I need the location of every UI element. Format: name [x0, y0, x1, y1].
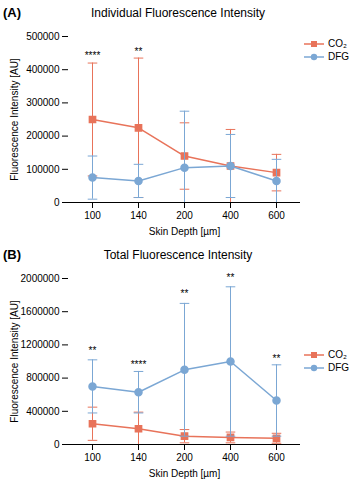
svg-text:400: 400	[222, 452, 239, 463]
html-text:CO₂: CO₂	[328, 349, 347, 360]
svg-text:100: 100	[84, 210, 101, 221]
svg-text:140: 140	[130, 452, 147, 463]
svg-text:400000: 400000	[26, 64, 60, 75]
html-text:Individual Fluorescence Intens: Individual Fluorescence Intensity	[91, 6, 265, 20]
svg-text:800000: 800000	[26, 372, 60, 383]
svg-text:**: **	[181, 288, 189, 299]
svg-text:200: 200	[176, 210, 193, 221]
svg-text:Skin Depth [µm]: Skin Depth [µm]	[149, 468, 221, 479]
html-text:(B): (B)	[3, 247, 21, 262]
svg-text:Skin Depth [µm]: Skin Depth [µm]	[149, 226, 221, 237]
html-text:(A): (A)	[3, 5, 21, 20]
html-text:Total Fluorescence Intensity: Total Fluorescence Intensity	[103, 248, 253, 262]
svg-text:**: **	[89, 345, 97, 356]
svg-text:1600000: 1600000	[21, 306, 60, 317]
svg-text:500000: 500000	[26, 31, 60, 42]
svg-text:Fluorescence Intensity [AU]: Fluorescence Intensity [AU]	[9, 58, 20, 180]
svg-text:300000: 300000	[26, 97, 60, 108]
svg-text:600: 600	[268, 210, 285, 221]
svg-text:600: 600	[268, 452, 285, 463]
svg-text:200000: 200000	[26, 130, 60, 141]
svg-text:2000000: 2000000	[21, 273, 60, 284]
svg-text:0: 0	[54, 197, 60, 208]
svg-text:140: 140	[130, 210, 147, 221]
svg-text:**: **	[227, 272, 235, 283]
svg-text:400000: 400000	[26, 406, 60, 417]
html-text:CO₂: CO₂	[328, 38, 347, 49]
svg-text:100: 100	[84, 452, 101, 463]
svg-text:**: **	[135, 46, 143, 57]
svg-text:0: 0	[54, 439, 60, 450]
html-text:DFG: DFG	[328, 362, 350, 373]
html-text:DFG: DFG	[328, 51, 350, 62]
svg-text:****: ****	[85, 50, 101, 61]
svg-text:200: 200	[176, 452, 193, 463]
svg-text:1200000: 1200000	[21, 339, 60, 350]
svg-text:Fluorescence Intensity [AU]: Fluorescence Intensity [AU]	[9, 300, 20, 422]
svg-text:400: 400	[222, 210, 239, 221]
svg-text:****: ****	[131, 359, 147, 370]
svg-text:**: **	[273, 353, 281, 364]
svg-text:100000: 100000	[26, 164, 60, 175]
